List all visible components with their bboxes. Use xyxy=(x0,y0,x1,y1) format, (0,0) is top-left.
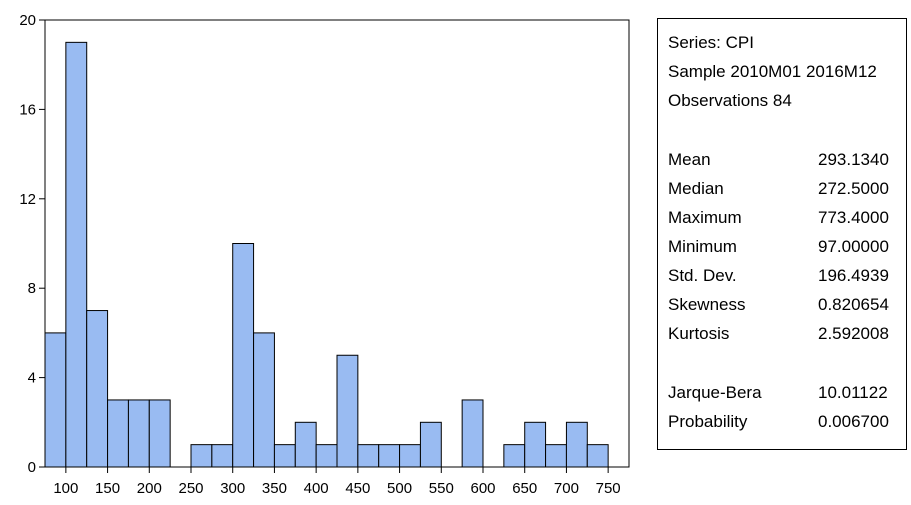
y-tick-label: 16 xyxy=(19,101,36,118)
x-tick-label: 700 xyxy=(554,480,579,497)
y-tick-label: 8 xyxy=(28,280,36,297)
spacer xyxy=(668,348,906,378)
chart-axes: 0 4 8 12 16 20 100 150 200 250 300 350 400 450 500 550 6… xyxy=(19,12,630,497)
x-tick-label: 300 xyxy=(220,480,245,497)
histogram-bar xyxy=(253,332,275,468)
histogram-bars xyxy=(44,41,609,468)
series-name: Series: CPI xyxy=(668,33,754,52)
x-tick-label: 750 xyxy=(596,480,621,497)
x-tick-label: 200 xyxy=(137,480,162,497)
stat-value: 196.4939 xyxy=(818,266,889,285)
histogram-bar xyxy=(545,444,567,468)
histogram-bar xyxy=(565,421,588,468)
x-tick-label: 550 xyxy=(429,480,454,497)
stat-row-skewness: Skewness 0.820654 xyxy=(668,290,906,319)
histogram-bar xyxy=(232,243,255,468)
x-tick-label: 100 xyxy=(53,480,78,497)
histogram-bar xyxy=(107,399,129,468)
stat-row-minimum: Minimum 97.00000 xyxy=(668,232,906,261)
stat-row-median: Median 272.5000 xyxy=(668,174,906,203)
histogram-bar xyxy=(44,332,67,468)
histogram-bar xyxy=(503,444,526,468)
histogram-bar xyxy=(190,444,213,468)
observations-count: Observations 84 xyxy=(668,91,792,110)
histogram-bar xyxy=(211,444,234,468)
x-tick-label: 150 xyxy=(95,480,120,497)
spacer xyxy=(668,115,906,145)
descriptive-statistics-panel: Series: CPI Sample 2010M01 2016M12 Obser… xyxy=(657,18,907,450)
stat-row-probability: Probability 0.006700 xyxy=(668,407,906,436)
y-tick-label: 12 xyxy=(19,191,36,208)
stat-value: 293.1340 xyxy=(818,150,889,169)
stat-value: 10.01122 xyxy=(818,383,888,402)
stat-value: 272.5000 xyxy=(818,179,889,198)
stat-label: Std. Dev. xyxy=(668,266,737,285)
stat-label: Probability xyxy=(668,412,748,431)
histogram-bar xyxy=(148,399,171,468)
histogram-bar xyxy=(586,444,609,468)
y-tick-label: 4 xyxy=(28,370,36,387)
histogram-bar xyxy=(65,41,88,468)
stat-row-std-dev: Std. Dev. 196.4939 xyxy=(668,261,906,290)
x-tick-label: 450 xyxy=(345,480,370,497)
stat-row-maximum: Maximum 773.4000 xyxy=(668,203,906,232)
x-tick-label: 650 xyxy=(512,480,537,497)
stat-value: 97.00000 xyxy=(818,237,889,256)
histogram-bar xyxy=(86,310,109,468)
histogram-bar xyxy=(419,421,442,468)
y-tick-label: 20 xyxy=(19,12,36,29)
plot-frame xyxy=(44,19,630,468)
histogram-bar xyxy=(357,444,380,468)
histogram-bar xyxy=(461,399,484,468)
sample-range: Sample 2010M01 2016M12 xyxy=(668,62,877,81)
histogram-bar xyxy=(378,444,401,468)
stat-value: 0.006700 xyxy=(818,412,889,431)
histogram-bar xyxy=(273,444,296,468)
x-tick-label: 250 xyxy=(178,480,203,497)
x-tick-label: 350 xyxy=(262,480,287,497)
stat-row-jarque-bera: Jarque-Bera 10.01122 xyxy=(668,378,906,407)
stat-label: Maximum xyxy=(668,208,742,227)
stat-row-mean: Mean 293.1340 xyxy=(668,145,906,174)
x-tick-label: 400 xyxy=(304,480,329,497)
stat-row-kurtosis: Kurtosis 2.592008 xyxy=(668,319,906,348)
stat-label: Median xyxy=(668,179,724,198)
x-tick-label: 500 xyxy=(387,480,412,497)
stat-label: Jarque-Bera xyxy=(668,383,762,402)
histogram-bar xyxy=(399,444,421,468)
stat-label: Kurtosis xyxy=(668,324,730,343)
stat-label: Minimum xyxy=(668,237,737,256)
stat-label: Mean xyxy=(668,150,711,169)
stat-value: 773.4000 xyxy=(818,208,889,227)
histogram-bar xyxy=(315,444,338,468)
stat-label: Skewness xyxy=(668,295,746,314)
histogram-bar xyxy=(524,421,547,468)
x-tick-label: 600 xyxy=(470,480,495,497)
histogram-bar xyxy=(294,421,317,468)
stat-value: 0.820654 xyxy=(818,295,889,314)
stat-value: 2.592008 xyxy=(818,324,889,343)
histogram-bar xyxy=(127,399,150,468)
histogram-bar xyxy=(336,354,359,468)
y-tick-label: 0 xyxy=(28,459,36,476)
